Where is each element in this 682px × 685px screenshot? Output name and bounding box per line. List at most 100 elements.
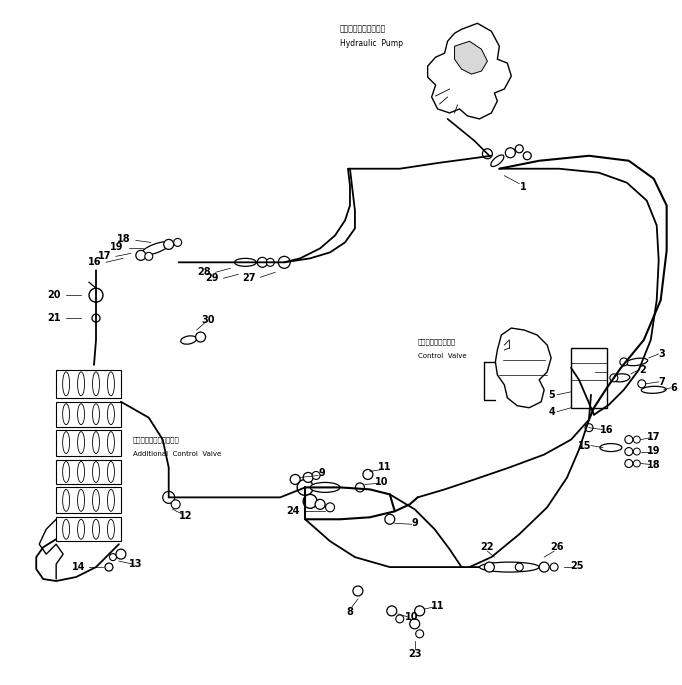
Bar <box>56 488 121 513</box>
Circle shape <box>315 499 325 510</box>
Circle shape <box>164 240 174 249</box>
Text: 6: 6 <box>670 383 677 393</box>
Circle shape <box>550 563 558 571</box>
Text: 3: 3 <box>659 349 666 359</box>
Ellipse shape <box>93 462 100 482</box>
Ellipse shape <box>78 432 85 453</box>
Ellipse shape <box>108 403 115 425</box>
Text: 18: 18 <box>117 234 131 245</box>
Ellipse shape <box>93 403 100 425</box>
Text: 10: 10 <box>375 477 389 488</box>
Text: 11: 11 <box>431 601 445 611</box>
Ellipse shape <box>93 372 100 396</box>
Ellipse shape <box>491 155 504 166</box>
Text: 25: 25 <box>570 561 584 571</box>
Ellipse shape <box>612 374 629 382</box>
Circle shape <box>257 258 267 267</box>
Text: 17: 17 <box>98 251 111 262</box>
Circle shape <box>196 332 205 342</box>
Text: コントロールバルブ: コントロールバルブ <box>417 338 456 345</box>
Polygon shape <box>495 328 551 408</box>
Text: 12: 12 <box>179 511 192 521</box>
Ellipse shape <box>108 372 115 396</box>
Ellipse shape <box>181 336 196 344</box>
Circle shape <box>634 448 640 455</box>
Ellipse shape <box>63 462 70 482</box>
Ellipse shape <box>235 258 256 266</box>
Polygon shape <box>428 23 512 119</box>
Ellipse shape <box>108 489 115 511</box>
Circle shape <box>303 495 317 508</box>
Bar <box>56 429 121 456</box>
Circle shape <box>171 500 180 509</box>
Text: 7: 7 <box>658 377 665 387</box>
Circle shape <box>353 586 363 596</box>
Text: 21: 21 <box>48 313 61 323</box>
Ellipse shape <box>108 462 115 482</box>
Ellipse shape <box>310 482 340 493</box>
Circle shape <box>625 460 633 467</box>
Text: 8: 8 <box>346 607 353 617</box>
Circle shape <box>410 619 419 629</box>
Ellipse shape <box>63 489 70 511</box>
Text: 24: 24 <box>286 506 300 516</box>
Circle shape <box>297 479 313 495</box>
Circle shape <box>539 562 549 572</box>
Ellipse shape <box>93 489 100 511</box>
Text: 10: 10 <box>405 612 419 622</box>
Ellipse shape <box>93 432 100 453</box>
Bar <box>56 517 121 541</box>
Ellipse shape <box>626 358 648 366</box>
Circle shape <box>610 374 618 382</box>
Text: 26: 26 <box>550 542 564 552</box>
Circle shape <box>523 152 531 160</box>
Circle shape <box>312 471 320 480</box>
Text: 22: 22 <box>481 542 494 552</box>
Ellipse shape <box>63 432 70 453</box>
Text: 9: 9 <box>411 519 418 528</box>
Circle shape <box>363 469 373 479</box>
Ellipse shape <box>641 386 666 393</box>
Circle shape <box>634 436 640 443</box>
Bar <box>571 348 607 408</box>
Bar <box>56 460 121 484</box>
Ellipse shape <box>479 562 539 572</box>
Circle shape <box>266 258 274 266</box>
Ellipse shape <box>78 489 85 511</box>
Ellipse shape <box>93 519 100 539</box>
Circle shape <box>396 615 404 623</box>
Text: Additional  Control  Valve: Additional Control Valve <box>133 451 221 456</box>
Ellipse shape <box>63 519 70 539</box>
Text: 16: 16 <box>600 425 614 435</box>
Ellipse shape <box>108 519 115 539</box>
Text: 1: 1 <box>520 182 527 192</box>
Circle shape <box>355 483 364 492</box>
Circle shape <box>484 562 494 572</box>
Circle shape <box>634 460 640 467</box>
Text: 13: 13 <box>129 559 143 569</box>
Circle shape <box>174 238 181 247</box>
Text: Control  Valve: Control Valve <box>417 353 466 359</box>
Circle shape <box>89 288 103 302</box>
Ellipse shape <box>78 372 85 396</box>
Circle shape <box>516 145 523 153</box>
Ellipse shape <box>108 432 115 453</box>
Text: 16: 16 <box>87 258 101 267</box>
Text: 18: 18 <box>647 460 661 469</box>
Circle shape <box>516 563 523 571</box>
Bar <box>56 370 121 398</box>
Text: Hydraulic  Pump: Hydraulic Pump <box>340 39 403 48</box>
Circle shape <box>387 606 397 616</box>
Circle shape <box>109 553 117 560</box>
Circle shape <box>415 606 425 616</box>
Text: 23: 23 <box>408 649 421 659</box>
Ellipse shape <box>63 403 70 425</box>
Text: 19: 19 <box>647 445 660 456</box>
Text: 5: 5 <box>548 390 554 400</box>
Circle shape <box>116 549 126 559</box>
Circle shape <box>505 148 516 158</box>
Circle shape <box>303 473 313 482</box>
Ellipse shape <box>78 403 85 425</box>
Text: 29: 29 <box>205 273 218 284</box>
Text: 20: 20 <box>48 290 61 300</box>
